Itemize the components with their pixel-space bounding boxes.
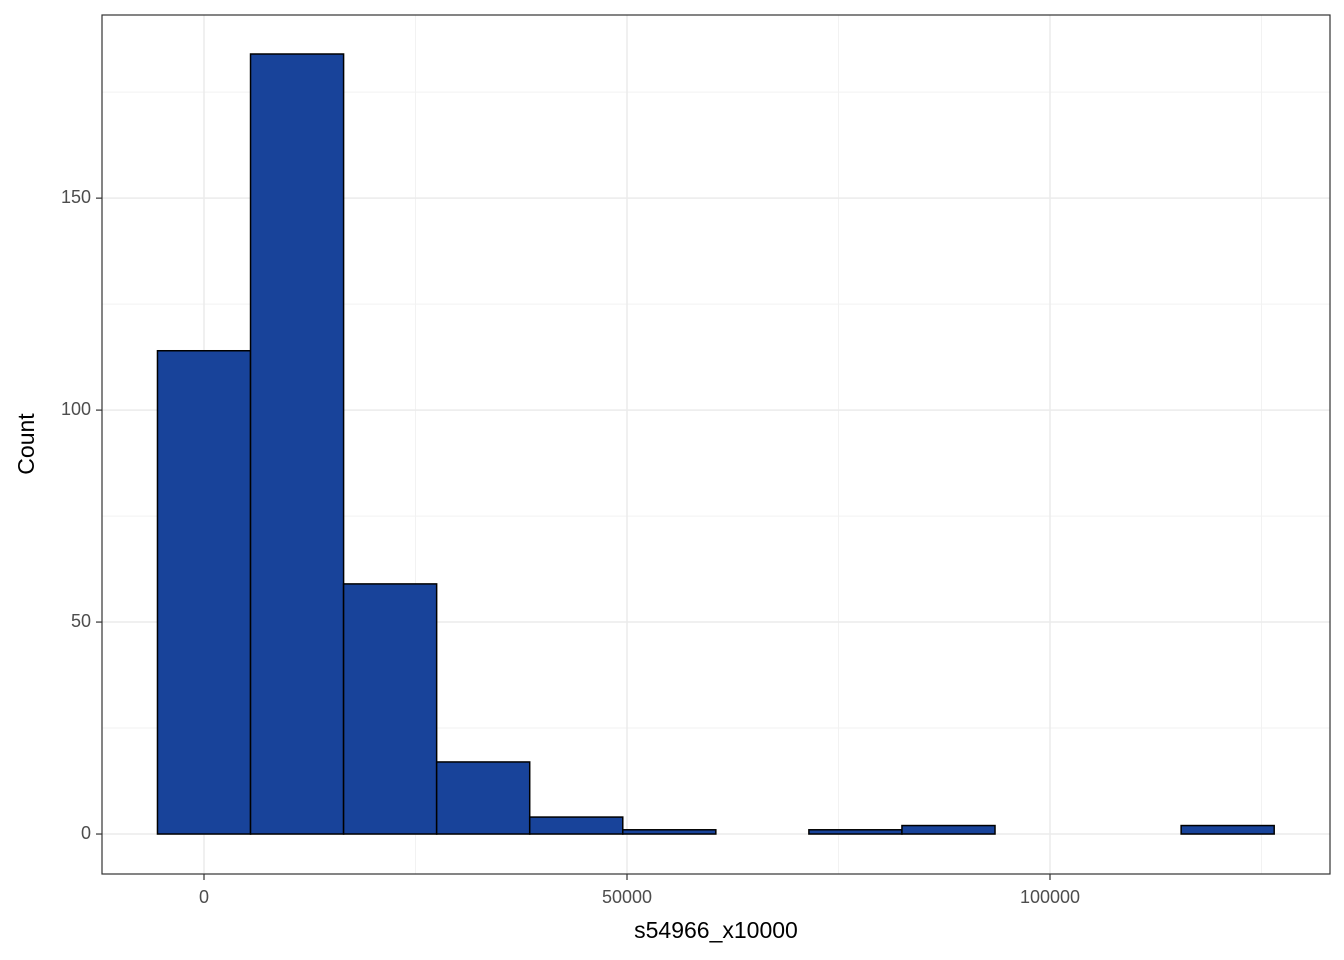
bar <box>249 53 345 835</box>
y-axis-title: Count <box>13 413 39 475</box>
bars <box>156 53 1275 835</box>
x-tick-label: 0 <box>199 887 209 907</box>
bar <box>1180 824 1275 835</box>
x-tick-label: 50000 <box>602 887 652 907</box>
bar <box>435 761 531 835</box>
panel-border <box>101 14 1331 875</box>
y-tick-label: 100 <box>61 399 91 419</box>
y-tick-label: 50 <box>71 611 91 631</box>
bar <box>901 824 996 835</box>
x-tick-label: 100000 <box>1020 887 1080 907</box>
x-axis-title: s54966_x10000 <box>634 917 798 943</box>
bar <box>156 349 252 835</box>
y-tick-label: 150 <box>61 187 91 207</box>
bar <box>808 829 903 835</box>
bar <box>342 583 438 835</box>
bar <box>528 816 624 835</box>
y-tick-label: 0 <box>81 823 91 843</box>
bar <box>622 829 717 835</box>
